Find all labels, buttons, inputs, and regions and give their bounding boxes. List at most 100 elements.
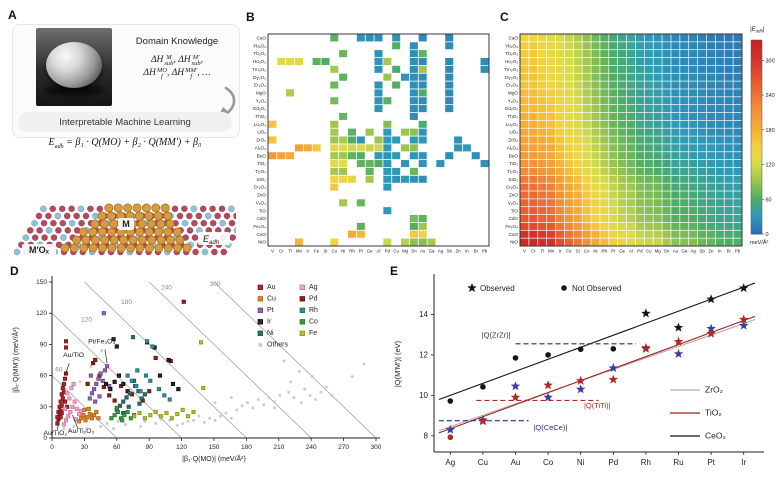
c-cell	[697, 167, 707, 175]
c-cell	[680, 214, 689, 223]
b-cell	[339, 50, 348, 58]
b-cell	[374, 57, 383, 66]
c-cell	[582, 97, 591, 105]
c-cell	[680, 183, 689, 191]
d-point-Fe	[169, 416, 174, 421]
c-cell	[555, 81, 565, 89]
c-cell	[653, 120, 662, 128]
b-cell	[392, 81, 401, 89]
c-cell	[609, 128, 618, 136]
b-cell	[383, 120, 392, 128]
c-cell	[671, 167, 680, 175]
b-cell	[401, 160, 410, 168]
c-cell	[626, 105, 636, 113]
legend-swatch	[258, 342, 263, 347]
c-cell	[626, 159, 636, 168]
colorbar-seg	[751, 64, 762, 69]
formula-rhs: = β₁ · Q(MO) + β₂ · Q(MM′) + β₀	[63, 137, 202, 148]
c-cell	[546, 238, 556, 246]
c-row-label: ThO₂	[507, 114, 518, 119]
c-cell	[573, 207, 582, 215]
b-cell	[303, 144, 312, 152]
c-cell	[564, 128, 573, 136]
c-cell	[538, 136, 547, 144]
c-cell	[635, 191, 644, 199]
c-cell	[724, 89, 733, 97]
c-cell	[644, 214, 653, 223]
b-cell	[383, 183, 392, 191]
c-cell	[715, 222, 724, 230]
c-cell	[520, 222, 529, 230]
c-cell	[555, 112, 565, 121]
c-cell	[715, 167, 724, 175]
qmm-trend-plot: 8 10 12 14 Ag Cu Au Co Ni Pd Rh Ru Pt Ir |Q(M′M′)| (eV…	[393, 274, 764, 467]
c-cell	[662, 144, 671, 152]
support-atom	[218, 205, 226, 213]
b-cell	[356, 34, 365, 42]
iso-line-label: 60	[55, 366, 63, 373]
support-atom	[60, 234, 67, 241]
c-cell	[697, 230, 707, 238]
c-cell	[671, 81, 680, 89]
c-cell	[529, 105, 538, 113]
d-y-tick: 30	[40, 404, 48, 411]
c-cell	[573, 81, 582, 89]
c-cell	[733, 152, 742, 160]
support-atom	[40, 219, 48, 227]
c-cell	[671, 97, 680, 105]
b-cell	[383, 167, 392, 175]
c-cell	[653, 183, 662, 191]
b-cell	[418, 57, 427, 66]
c-cell	[546, 120, 556, 128]
b-cell	[392, 42, 401, 50]
support-atom	[31, 234, 39, 241]
c-cell	[555, 128, 565, 136]
c-cell	[680, 136, 689, 144]
c-cell	[520, 65, 529, 73]
c-cell	[538, 144, 547, 152]
c-cell	[529, 238, 538, 246]
e-y-label: |Q(M′M′)| (eV)	[393, 340, 402, 387]
d-y-tick: 60	[40, 373, 48, 380]
b-row-label: Tb₂O₃	[253, 51, 266, 56]
d-point-Rh	[135, 368, 140, 373]
c-cell	[618, 112, 627, 121]
c-cell	[555, 105, 565, 113]
d-point-Pd	[181, 299, 186, 304]
e-x-tick: Ru	[673, 458, 683, 467]
c-col-label: Ir	[559, 249, 562, 254]
c-cell	[626, 238, 636, 246]
d-point-Rh	[150, 344, 155, 349]
e-point-circle	[545, 352, 551, 358]
annotation-leader	[57, 418, 60, 430]
c-cell	[609, 183, 618, 191]
d-point-Rh	[144, 339, 150, 344]
e-point-star	[641, 308, 651, 318]
c-cell	[733, 105, 742, 113]
b-cell	[268, 136, 277, 144]
d-point-Fe	[186, 414, 191, 419]
c-cell	[564, 120, 573, 128]
c-cell	[706, 50, 716, 58]
b-cell	[445, 42, 454, 50]
e-dashed-label: |Q(TiTi)|	[584, 401, 611, 410]
c-cell	[582, 222, 591, 230]
support-atom	[64, 227, 72, 234]
b-cell	[383, 136, 392, 144]
b-col-label: In	[465, 249, 469, 254]
c-cell	[697, 42, 707, 50]
b-cell	[286, 89, 295, 97]
legend-swatch	[257, 307, 263, 313]
c-cell	[653, 167, 662, 175]
e-point-star	[738, 320, 749, 330]
b-cell	[471, 152, 480, 160]
c-cell	[591, 112, 600, 121]
d-point-Au	[55, 421, 60, 426]
b-cell	[409, 136, 418, 144]
c-cell	[626, 214, 636, 223]
c-cell	[662, 214, 671, 223]
droplet-shadow	[44, 84, 104, 96]
d-point-Au	[65, 404, 70, 409]
c-cell	[520, 183, 529, 191]
c-cell	[644, 152, 653, 160]
